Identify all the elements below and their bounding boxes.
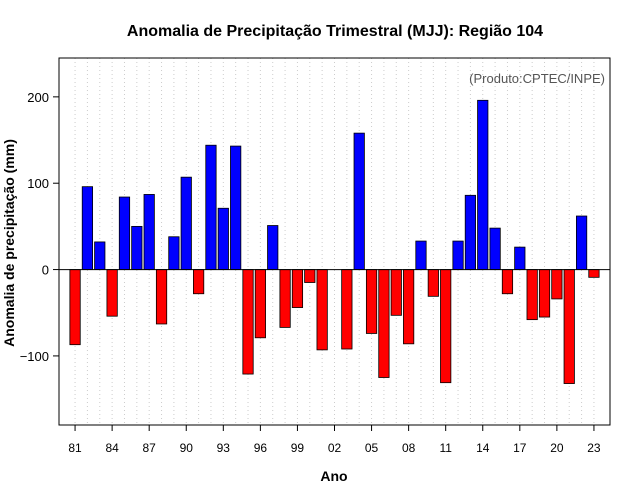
bar-2009 [415, 240, 427, 270]
bar-1983 [94, 241, 106, 270]
bar-1997 [267, 225, 279, 270]
y-tick-label: 200 [27, 90, 49, 105]
credit-label: (Produto:CPTEC/INPE) [469, 71, 605, 86]
bar-1998 [279, 269, 291, 328]
bar-2012 [452, 240, 464, 270]
bar-1996 [254, 269, 266, 339]
bar-2008 [403, 269, 415, 345]
bar-2004 [353, 132, 365, 270]
bar-2018 [526, 269, 538, 321]
x-tick-label: 96 [254, 441, 268, 455]
bar-2005 [365, 269, 378, 334]
bar-2023 [588, 269, 600, 278]
x-tick-label: 87 [143, 441, 157, 455]
bar-2017 [514, 246, 526, 270]
x-tick-label: 11 [439, 441, 452, 455]
bar-1988 [155, 269, 168, 325]
bar-2021 [563, 269, 575, 384]
bar-2019 [538, 269, 551, 318]
bar-1987 [143, 194, 155, 270]
bar-1985 [118, 196, 131, 270]
y-tick-label: −100 [20, 349, 49, 364]
chart-title: Anomalia de Precipitação Trimestral (MJJ… [127, 23, 543, 40]
bar-1981 [69, 269, 81, 346]
bar-1994 [230, 145, 242, 270]
bar-2001 [316, 269, 328, 351]
bar-1984 [106, 269, 118, 317]
bar-1999 [291, 269, 304, 308]
x-axis-ticks: 81 84 87 90 93 96 99 02 05 08 11 14 17 20 23 [68, 425, 601, 455]
x-tick-label: 20 [550, 441, 564, 455]
bar-2020 [551, 269, 563, 300]
x-tick-label: 93 [217, 441, 231, 455]
x-tick-label: 84 [105, 441, 119, 455]
bar-1995 [242, 269, 254, 375]
y-axis-label: Anomalia de precipitação (mm) [1, 139, 17, 347]
bar-2007 [390, 269, 402, 316]
bar-2006 [378, 269, 390, 378]
bar-2000 [304, 269, 316, 283]
bar-2011 [440, 269, 452, 384]
x-tick-label: 81 [68, 441, 82, 455]
x-tick-label: 90 [180, 441, 194, 455]
y-axis-ticks: −100 0 100 200 [20, 90, 59, 364]
x-tick-label: 08 [402, 441, 416, 455]
bar-2022 [575, 215, 588, 270]
bar-1990 [180, 176, 192, 270]
bar-1991 [193, 269, 205, 295]
y-tick-label: 100 [27, 176, 49, 191]
x-tick-label: 14 [476, 441, 490, 455]
y-tick-label: 0 [42, 263, 49, 278]
bar-2003 [341, 269, 353, 350]
bar-2016 [501, 269, 514, 295]
x-axis-label: Ano [320, 468, 347, 484]
bar-1992 [205, 144, 217, 270]
x-tick-label: 17 [513, 441, 527, 455]
x-tick-label: 23 [587, 441, 601, 455]
x-tick-label: 05 [365, 441, 379, 455]
bar-1993 [217, 207, 229, 270]
bar-1982 [81, 186, 94, 270]
x-tick-label: 02 [328, 441, 342, 455]
bar-2013 [464, 194, 476, 270]
x-tick-label: 99 [291, 441, 305, 455]
bar-1989 [168, 236, 180, 270]
bar-1986 [131, 225, 143, 270]
bar-2015 [489, 227, 501, 270]
bars-group [69, 99, 600, 384]
bar-2010 [427, 269, 439, 297]
bar-2014 [477, 99, 489, 270]
